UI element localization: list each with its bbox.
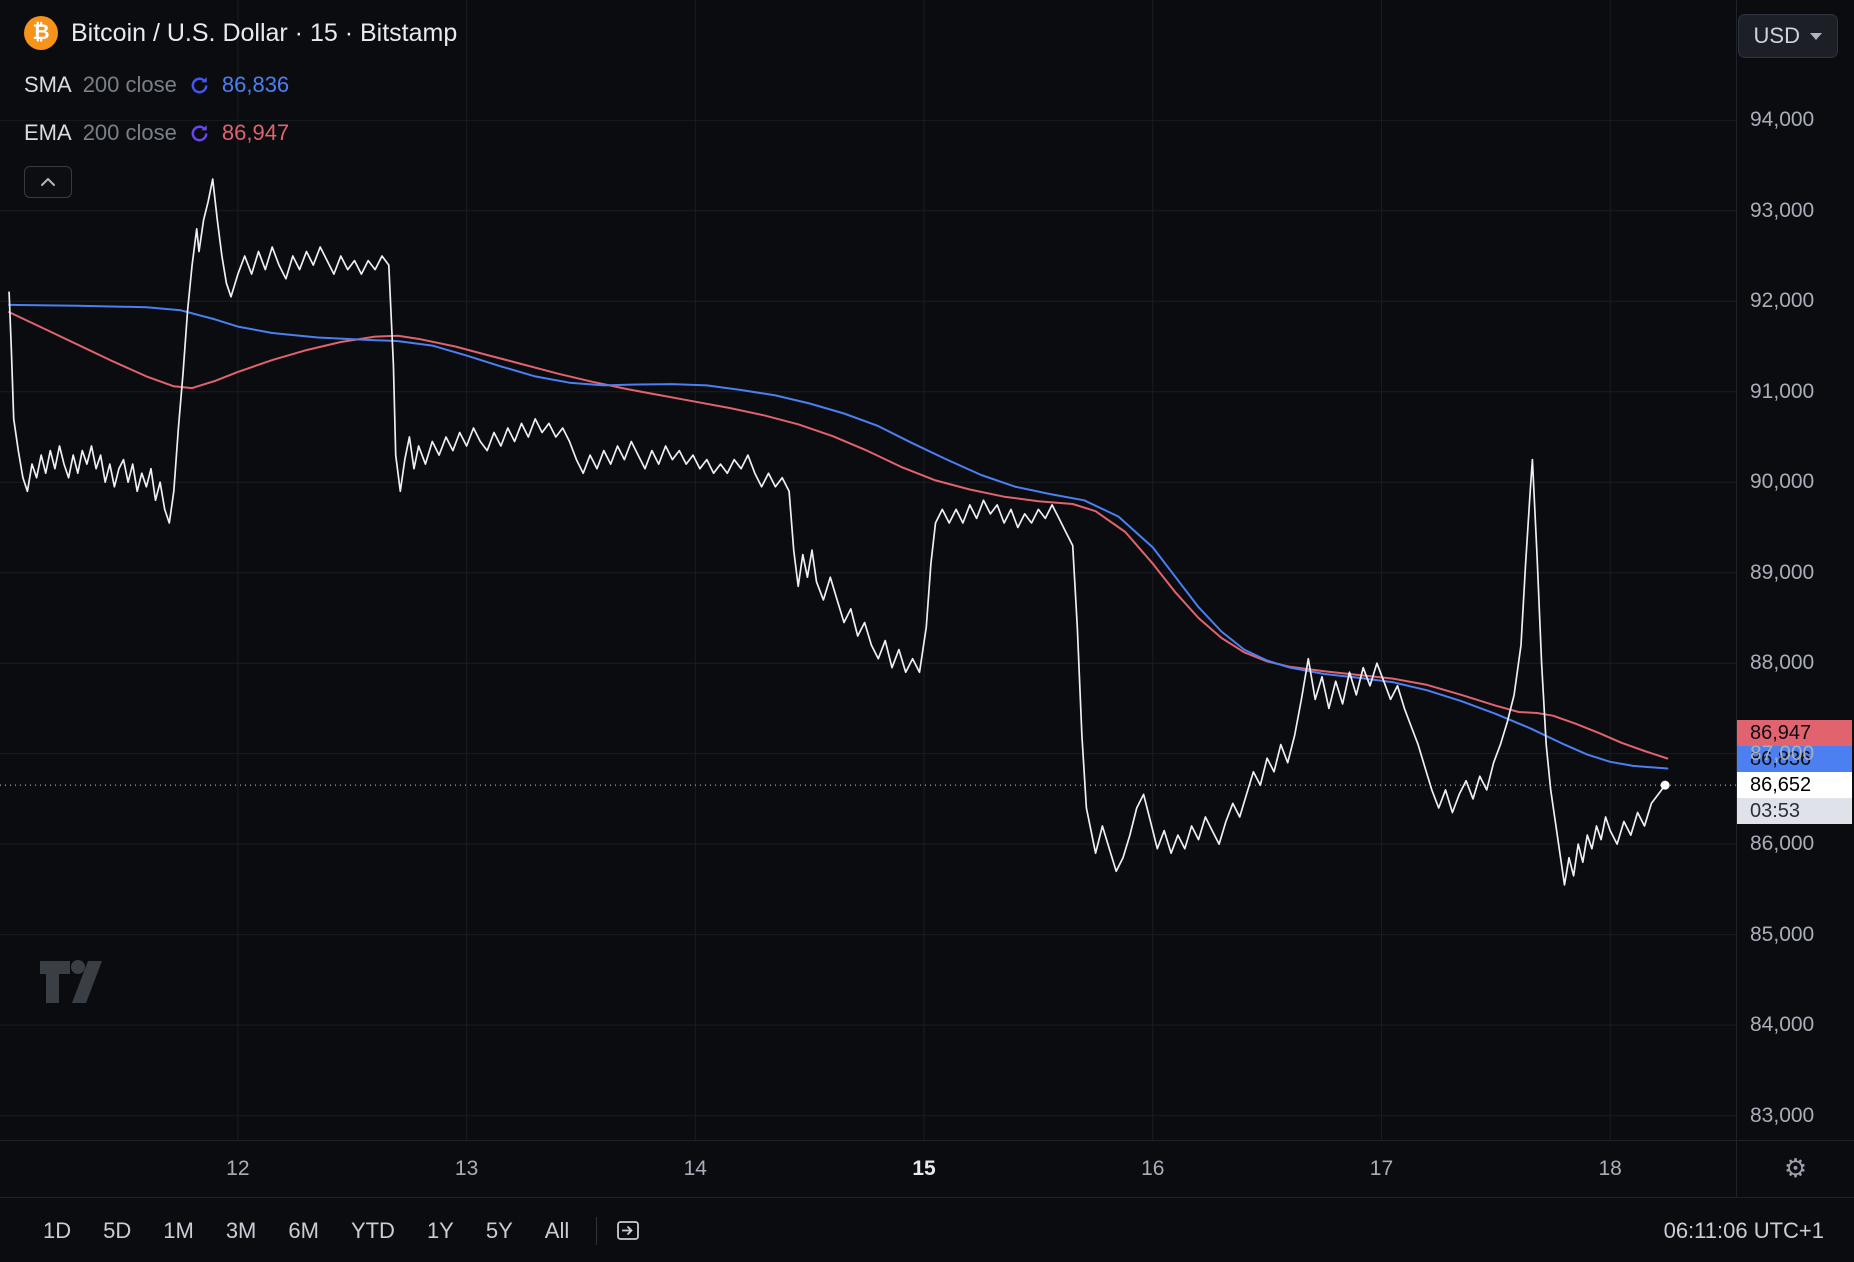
indicator-name: EMA [24,120,72,145]
price-tick: 91,000 [1750,379,1815,403]
gear-icon[interactable]: ⚙ [1783,1154,1808,1184]
go-to-date-icon[interactable] [611,1214,645,1248]
indicator-params: 200 close [82,120,177,145]
indicator-params: 200 close [82,72,177,97]
sync-icon [188,74,211,97]
currency-label: USD [1753,23,1800,48]
collapse-legend-button[interactable] [24,166,72,198]
tradingview-logo[interactable] [38,957,104,1010]
symbol-title-row[interactable]: ₿ Bitcoin / U.S. Dollar · 15 · Bitstamp [24,16,457,50]
time-axis[interactable]: 12 13 14 15 16 17 18 [0,1141,1736,1197]
price-tick: 87,000 [1750,741,1815,765]
sync-icon [188,122,211,145]
last-price-label: 86,652 [1737,772,1852,799]
range-ytd[interactable]: YTD [338,1212,408,1250]
range-1m[interactable]: 1M [150,1212,207,1250]
price-tick: 90,000 [1750,470,1815,494]
chevron-up-icon [40,175,56,190]
sma-value: 86,836 [221,72,290,97]
price-tick: 93,000 [1750,198,1815,222]
ema-value: 86,947 [221,120,290,145]
range-5d[interactable]: 5D [90,1212,144,1250]
time-tick: 13 [454,1157,479,1180]
price-tick: 89,000 [1750,560,1815,584]
toolbar-divider [596,1216,598,1245]
time-tick: 12 [226,1157,250,1180]
range-1d[interactable]: 1D [30,1212,84,1250]
time-tick: 16 [1141,1157,1165,1180]
range-5y[interactable]: 5Y [473,1212,526,1250]
indicator-name: SMA [24,72,72,97]
currency-dropdown[interactable]: USD [1737,14,1838,58]
last-price-marker [1660,780,1670,790]
chart-canvas[interactable] [0,0,1736,1140]
price-tick: 85,000 [1750,922,1815,946]
range-1y[interactable]: 1Y [414,1212,467,1250]
bottom-toolbar: 1D 5D 1M 3M 6M YTD 1Y 5Y All 06:11:06 UTC+1 [0,1197,1854,1262]
indicator-row-sma[interactable]: SMA 200 close 86,836 [24,72,289,98]
sma-price-label: 86,836 [1737,746,1852,773]
time-tick: 18 [1598,1157,1622,1180]
bitcoin-logo-icon: ₿ [24,16,58,50]
price-tick: 83,000 [1750,1103,1815,1127]
price-tick: 84,000 [1750,1013,1815,1037]
series-ema-200-close[interactable] [8,311,1669,760]
symbol-title: Bitcoin / U.S. Dollar · 15 · Bitstamp [71,18,458,47]
price-tick: 88,000 [1750,651,1815,675]
price-tick: 92,000 [1750,289,1815,313]
time-tick: 15 [912,1157,936,1180]
price-axis[interactable]: 86,947 86,836 86,652 03:53 94,000 93,000 9… [1736,0,1854,1140]
series-sma-200-close[interactable] [8,303,1669,770]
range-3m[interactable]: 3M [213,1212,270,1250]
bar-countdown-label: 03:53 [1737,798,1852,825]
time-tick: 14 [683,1157,707,1180]
indicator-row-ema[interactable]: EMA 200 close 86,947 [24,120,289,146]
price-tick: 86,000 [1750,832,1815,856]
clock: 06:11:06 UTC+1 [1663,1217,1824,1243]
range-all[interactable]: All [532,1212,582,1250]
time-tick: 17 [1369,1157,1394,1180]
ema-price-label: 86,947 [1737,720,1852,747]
chart-plot[interactable]: ₿ Bitcoin / U.S. Dollar · 15 · Bitstamp … [0,0,1736,1140]
chevron-down-icon [1810,32,1822,40]
range-buttons: 1D 5D 1M 3M 6M YTD 1Y 5Y All [30,1212,582,1250]
price-tick: 94,000 [1750,108,1815,132]
time-axis-corner: ⚙ [1736,1141,1854,1197]
range-6m[interactable]: 6M [275,1212,332,1250]
series-btcusd-close[interactable] [8,178,1666,886]
